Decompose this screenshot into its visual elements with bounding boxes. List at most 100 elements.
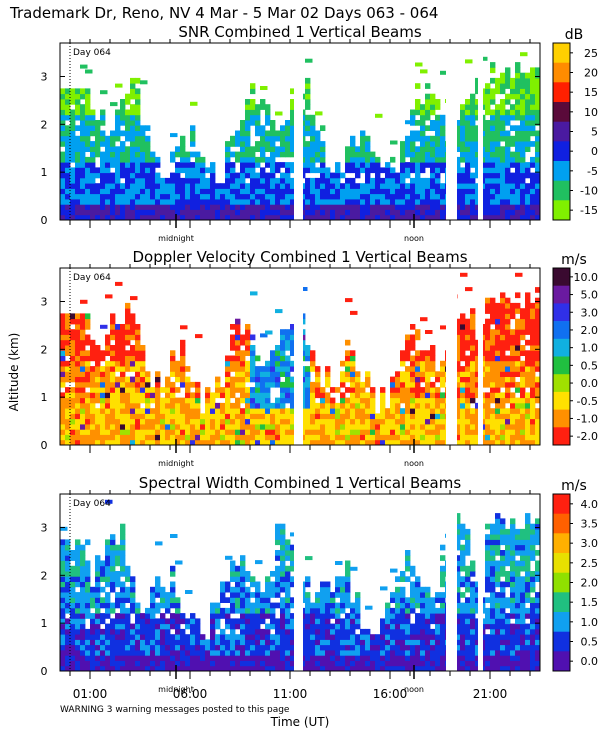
data-cell (400, 655, 405, 661)
data-cell (90, 350, 95, 356)
data-cell (515, 324, 520, 330)
data-cell (345, 424, 350, 430)
data-cell (215, 639, 220, 645)
data-cell (460, 110, 465, 116)
data-cell (430, 398, 435, 404)
data-cell (515, 371, 520, 377)
data-cell (195, 419, 200, 425)
data-cell (230, 194, 235, 200)
data-cell (330, 650, 335, 656)
data-cell (400, 639, 405, 645)
data-cell (530, 204, 535, 210)
data-cell (465, 424, 470, 430)
data-cell (155, 603, 160, 609)
data-cell (265, 613, 270, 619)
data-cell (170, 435, 175, 441)
data-cell (130, 88, 135, 94)
data-cell (380, 661, 385, 667)
data-cell (470, 382, 475, 388)
data-cell (155, 382, 160, 388)
data-cell (420, 146, 425, 152)
data-cell (190, 429, 195, 435)
y-tick-label: 3 (41, 70, 48, 83)
data-cell (465, 429, 470, 435)
data-cell (175, 167, 180, 173)
data-cell (260, 146, 265, 152)
data-cell (410, 597, 415, 603)
data-cell (260, 141, 265, 147)
data-cell (255, 131, 260, 137)
data-cell (520, 52, 528, 56)
data-cell (440, 576, 445, 582)
data-cell (95, 561, 100, 567)
data-cell (250, 377, 255, 383)
data-cell (245, 413, 250, 419)
data-cell (275, 639, 280, 645)
data-cell (500, 419, 505, 425)
data-cell (470, 188, 475, 194)
data-cell (375, 424, 380, 430)
data-cell (520, 387, 525, 393)
data-cell (395, 408, 400, 414)
data-cell (380, 639, 385, 645)
data-cell (265, 413, 270, 419)
data-cell (240, 392, 245, 398)
data-cell (250, 204, 255, 210)
data-cell (495, 366, 500, 372)
data-cell (60, 403, 65, 409)
data-cell (425, 634, 430, 640)
data-cell (240, 587, 245, 593)
data-cell (130, 435, 135, 441)
data-cell (130, 361, 135, 367)
data-cell (140, 613, 145, 619)
data-cell (460, 387, 465, 393)
data-cell (525, 350, 530, 356)
data-cell (80, 300, 88, 304)
data-cell (100, 157, 105, 163)
data-cell (285, 210, 290, 216)
data-cell (365, 141, 370, 147)
data-cell (95, 356, 100, 362)
data-cell (400, 382, 405, 388)
data-cell (170, 639, 175, 645)
data-cell (505, 308, 510, 314)
data-cell (280, 366, 285, 372)
data-cell (430, 104, 435, 110)
data-cell (465, 178, 470, 184)
data-cell (360, 204, 365, 210)
data-cell (230, 173, 235, 179)
data-cell (415, 645, 420, 651)
data-cell (80, 110, 85, 116)
data-cell (415, 618, 420, 624)
data-cell (435, 613, 440, 619)
data-cell (155, 587, 160, 593)
data-cell (180, 408, 185, 414)
data-cell (160, 419, 165, 425)
data-cell (80, 629, 85, 635)
data-cell (505, 382, 510, 388)
data-cell (360, 392, 365, 398)
data-cell (470, 377, 475, 383)
data-cell (405, 555, 410, 561)
data-cell (470, 398, 475, 404)
data-cell (495, 110, 500, 116)
data-cell (190, 424, 195, 430)
data-cell (425, 356, 430, 362)
data-cell (95, 204, 100, 210)
data-cell (335, 634, 340, 640)
data-cell (510, 419, 515, 425)
data-cell (190, 618, 195, 624)
data-cell (465, 287, 473, 291)
data-cell (140, 356, 145, 362)
data-cell (75, 550, 80, 556)
data-cell (280, 534, 285, 540)
data-cell (90, 204, 95, 210)
data-cell (240, 645, 245, 651)
data-cell (95, 429, 100, 435)
data-cell (365, 382, 370, 388)
data-cell (110, 356, 115, 362)
data-cell (425, 83, 430, 89)
data-cell (405, 350, 410, 356)
data-cell (255, 592, 260, 598)
data-cell (430, 424, 435, 430)
